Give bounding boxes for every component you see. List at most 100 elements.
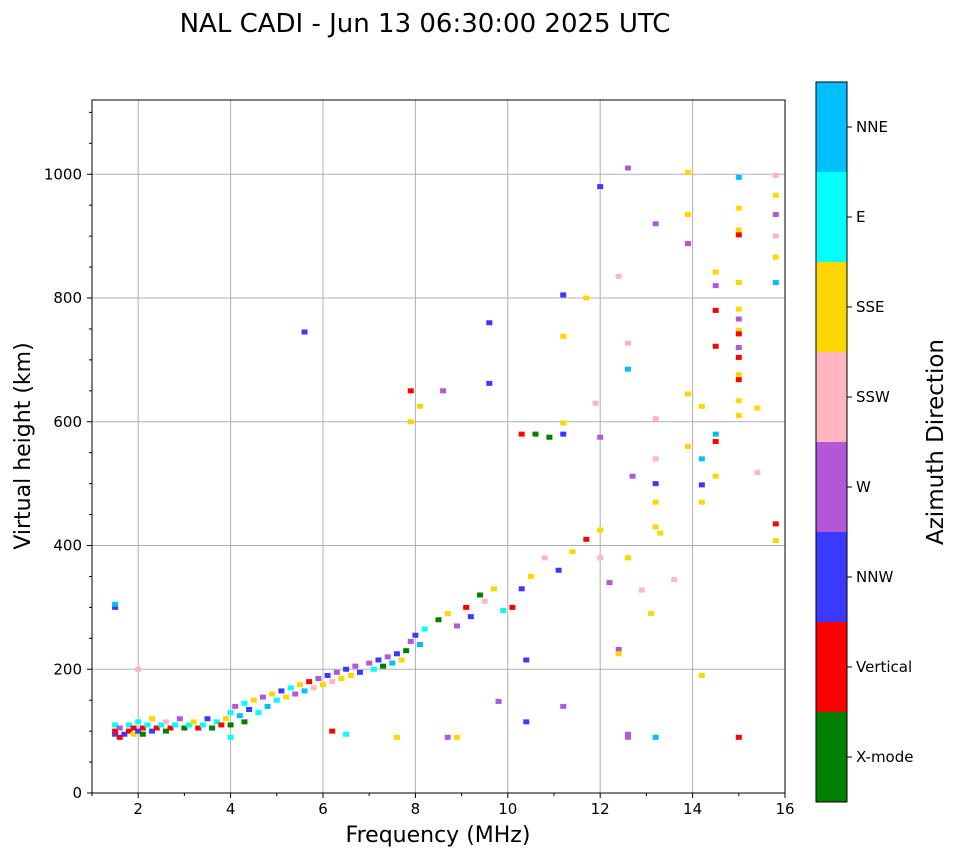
data-point	[181, 725, 188, 731]
data-point	[481, 598, 488, 604]
colorbar-segment	[816, 442, 847, 532]
colorbar-segment	[816, 82, 847, 172]
data-point	[139, 725, 146, 731]
data-point	[315, 676, 322, 682]
data-point	[490, 586, 497, 592]
data-point	[246, 706, 253, 712]
y-tick-label: 1000	[44, 165, 82, 183]
data-point	[278, 688, 285, 694]
data-point	[301, 688, 308, 694]
data-point	[624, 340, 631, 346]
data-point	[518, 431, 525, 437]
data-point	[597, 555, 604, 561]
data-point	[264, 703, 271, 709]
data-point	[467, 614, 474, 620]
y-tick-label: 0	[72, 784, 82, 802]
data-point	[772, 211, 779, 217]
data-point	[292, 691, 299, 697]
data-point	[398, 657, 405, 663]
data-point	[698, 672, 705, 678]
data-point	[241, 700, 248, 706]
data-point	[324, 672, 331, 678]
data-point	[130, 725, 137, 731]
data-point	[301, 329, 308, 335]
data-point	[624, 555, 631, 561]
data-point	[772, 254, 779, 260]
data-point	[486, 380, 493, 386]
data-point	[652, 221, 659, 227]
data-point	[135, 666, 142, 672]
data-point	[684, 444, 691, 449]
x-tick-label: 16	[775, 800, 794, 818]
colorbar-tick-label: Vertical	[856, 658, 912, 676]
data-point	[615, 646, 622, 652]
data-point	[172, 722, 179, 728]
data-point	[407, 419, 414, 425]
y-axis-label: Virtual height (km)	[11, 342, 36, 549]
data-point	[356, 669, 363, 675]
data-point	[671, 577, 678, 583]
data-point	[306, 679, 313, 685]
colorbar-frame	[815, 81, 848, 803]
data-point	[218, 722, 225, 728]
x-tick-label: 10	[498, 800, 517, 818]
data-point	[370, 666, 377, 672]
colorbar: X-mode Vertical NNW W SSW SSE E NNE	[815, 81, 913, 803]
data-point	[712, 431, 719, 437]
data-point	[597, 184, 604, 190]
x-tick-label: 6	[318, 800, 328, 818]
colorbar-segment	[816, 262, 847, 352]
data-point	[735, 372, 742, 378]
data-point	[560, 292, 567, 298]
data-point	[486, 320, 493, 326]
colorbar-tick-label: NNW	[856, 568, 893, 586]
data-point	[347, 672, 354, 678]
data-point	[135, 728, 142, 734]
data-point	[139, 731, 146, 737]
data-point	[560, 420, 567, 426]
data-point	[417, 642, 424, 647]
data-point	[532, 431, 539, 437]
x-axis-label: Frequency (MHz)	[346, 823, 531, 848]
y-tick-label: 200	[53, 660, 82, 678]
data-point	[523, 719, 530, 725]
colorbar-segment	[816, 172, 847, 262]
data-point	[333, 669, 340, 675]
data-point	[320, 682, 326, 688]
data-point	[772, 280, 779, 286]
data-point	[527, 573, 534, 579]
data-point	[453, 623, 460, 629]
data-point	[698, 499, 705, 505]
data-point	[615, 273, 622, 279]
data-point	[112, 728, 119, 734]
data-point	[509, 604, 516, 610]
data-point	[735, 232, 742, 238]
data-point	[393, 734, 400, 740]
data-point	[772, 172, 779, 178]
data-point	[560, 333, 567, 339]
colorbar-label: Azimuth Direction	[923, 339, 949, 545]
data-point	[477, 592, 484, 598]
x-tick-label: 8	[411, 800, 421, 818]
data-point	[296, 682, 303, 688]
data-point	[444, 734, 451, 740]
data-point	[144, 722, 151, 728]
data-point	[546, 434, 553, 440]
data-point	[421, 626, 428, 632]
data-point	[754, 469, 761, 475]
data-point	[735, 331, 742, 337]
data-point	[116, 725, 123, 731]
data-point	[712, 439, 719, 445]
data-point	[176, 716, 183, 722]
data-point	[130, 731, 137, 737]
data-point	[583, 536, 590, 542]
data-point	[597, 434, 604, 440]
data-point	[236, 713, 243, 719]
data-point	[199, 722, 206, 728]
data-point	[735, 377, 742, 383]
data-point	[735, 345, 742, 350]
y-tick-label: 800	[53, 289, 82, 307]
data-point	[273, 697, 280, 703]
x-tick-label: 4	[226, 800, 236, 818]
